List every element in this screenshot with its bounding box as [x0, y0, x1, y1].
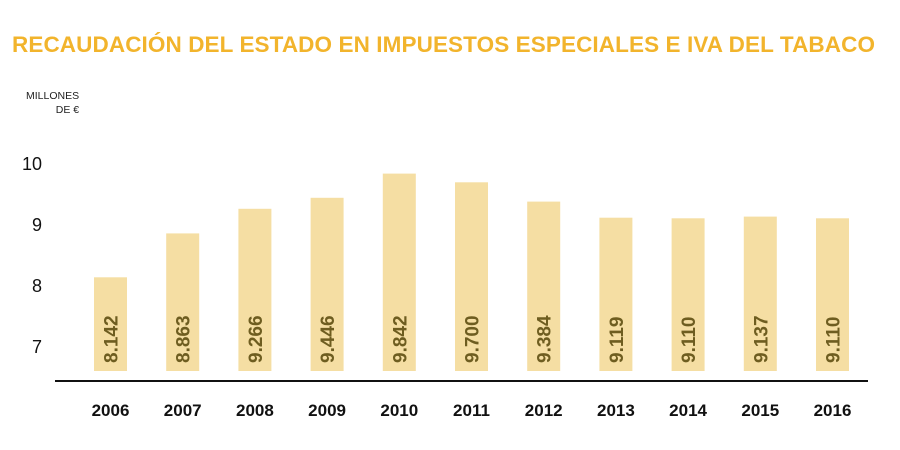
x-axis-tick-labels: 2006 2007 2008 2009 2010 2011 2012 2013 2014 2015… [92, 401, 852, 420]
y-tick-label: 8 [32, 276, 42, 296]
x-tick-label: 2015 [741, 401, 779, 420]
y-axis-unit-line2: DE € [55, 104, 80, 116]
bar-value-label: 9.266 [246, 315, 267, 363]
bar-value-label: 9.110 [824, 317, 845, 364]
bar-value-label: 9.137 [751, 315, 772, 363]
bar [382, 173, 416, 371]
y-tick-label: 9 [32, 215, 42, 235]
bar [238, 208, 272, 371]
bar [455, 182, 488, 371]
bar [816, 218, 849, 371]
bar-value-label: 9.384 [535, 315, 556, 363]
bar-value-label: 9.110 [679, 317, 700, 364]
x-tick-label: 2016 [814, 401, 852, 420]
y-axis-unit-line1: MILLONES [26, 90, 80, 102]
x-tick-label: 2009 [308, 401, 346, 420]
y-axis-unit-label: MILLONES DE € [26, 89, 79, 117]
x-tick-label: 2010 [380, 401, 418, 420]
bar [166, 233, 200, 371]
bar-value-label: 9.842 [390, 315, 411, 363]
bar-value-label: 9.700 [463, 315, 484, 363]
bar-value-label: 8.142 [102, 315, 123, 363]
x-tick-label: 2013 [597, 401, 635, 420]
bar-value-label: 9.446 [318, 315, 339, 363]
bar [94, 277, 127, 371]
bars: 8.142 8.863 9.266 9.446 9.842 9.700 9.384 9.119… [94, 173, 849, 371]
bar [743, 216, 777, 371]
bar-value-label: 9.119 [607, 317, 628, 364]
bar [310, 197, 344, 371]
bar [599, 217, 633, 371]
x-tick-label: 2014 [669, 401, 707, 420]
chart-title: RECAUDACIÓN DEL ESTADO EN IMPUESTOS ESPE… [12, 32, 876, 57]
y-axis-tick-labels: 7 8 9 10 [22, 154, 42, 357]
bar [527, 201, 561, 371]
y-tick-label: 7 [32, 337, 42, 357]
x-tick-label: 2012 [525, 401, 563, 420]
bar-value-label: 8.863 [174, 315, 195, 363]
x-tick-label: 2008 [236, 401, 274, 420]
x-tick-label: 2006 [92, 401, 130, 420]
y-tick-label: 10 [22, 154, 42, 174]
bar [671, 218, 705, 371]
x-tick-label: 2011 [453, 401, 490, 420]
x-tick-label: 2007 [164, 401, 202, 420]
